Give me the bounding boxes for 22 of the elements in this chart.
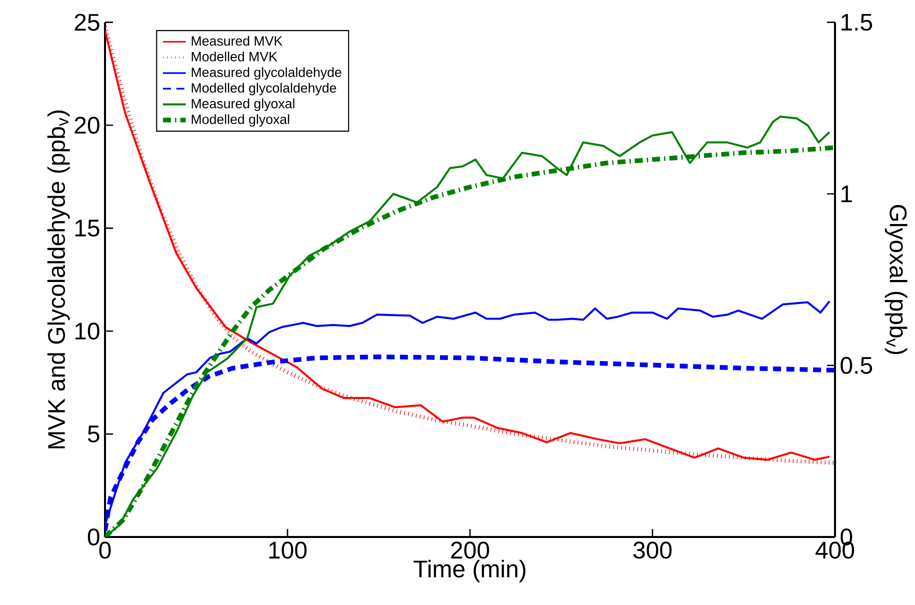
legend-label: Modelled MVK: [192, 52, 278, 62]
x-tick-label: 100: [269, 542, 307, 559]
x-tick-label: 300: [633, 542, 672, 559]
legend-label: Measured glycolaldehyde: [192, 67, 342, 80]
y-tick-label: 10: [75, 322, 100, 340]
y-tick-label: 5: [88, 426, 100, 442]
y2-axis-title: Glyoxal (ppb$_{v}$): [884, 204, 908, 354]
y-tick-label: 0: [88, 528, 100, 546]
x-axis-title: Time (min): [414, 560, 526, 582]
y2-tick-label: 0.5: [840, 356, 872, 374]
y-axis-title: MVK and Glycolaldehyde (ppb$_{v}$): [47, 110, 70, 448]
legend-label: Measured glyoxal: [192, 98, 294, 111]
y-tick-label: 15: [75, 220, 100, 237]
y2-tick-label: 1: [842, 186, 852, 202]
legend-label: Modelled glyoxal: [192, 114, 290, 127]
legend-label: Modelled glycolaldehyde: [192, 82, 336, 96]
y-tick-label: 25: [74, 14, 100, 31]
legend-label: Measured MVK: [192, 36, 282, 46]
x-tick-label: 200: [451, 542, 490, 559]
y-tick-label: 20: [74, 116, 100, 134]
x-tick-label: 0: [99, 542, 111, 559]
y2-tick-label: 1.5: [842, 14, 872, 31]
